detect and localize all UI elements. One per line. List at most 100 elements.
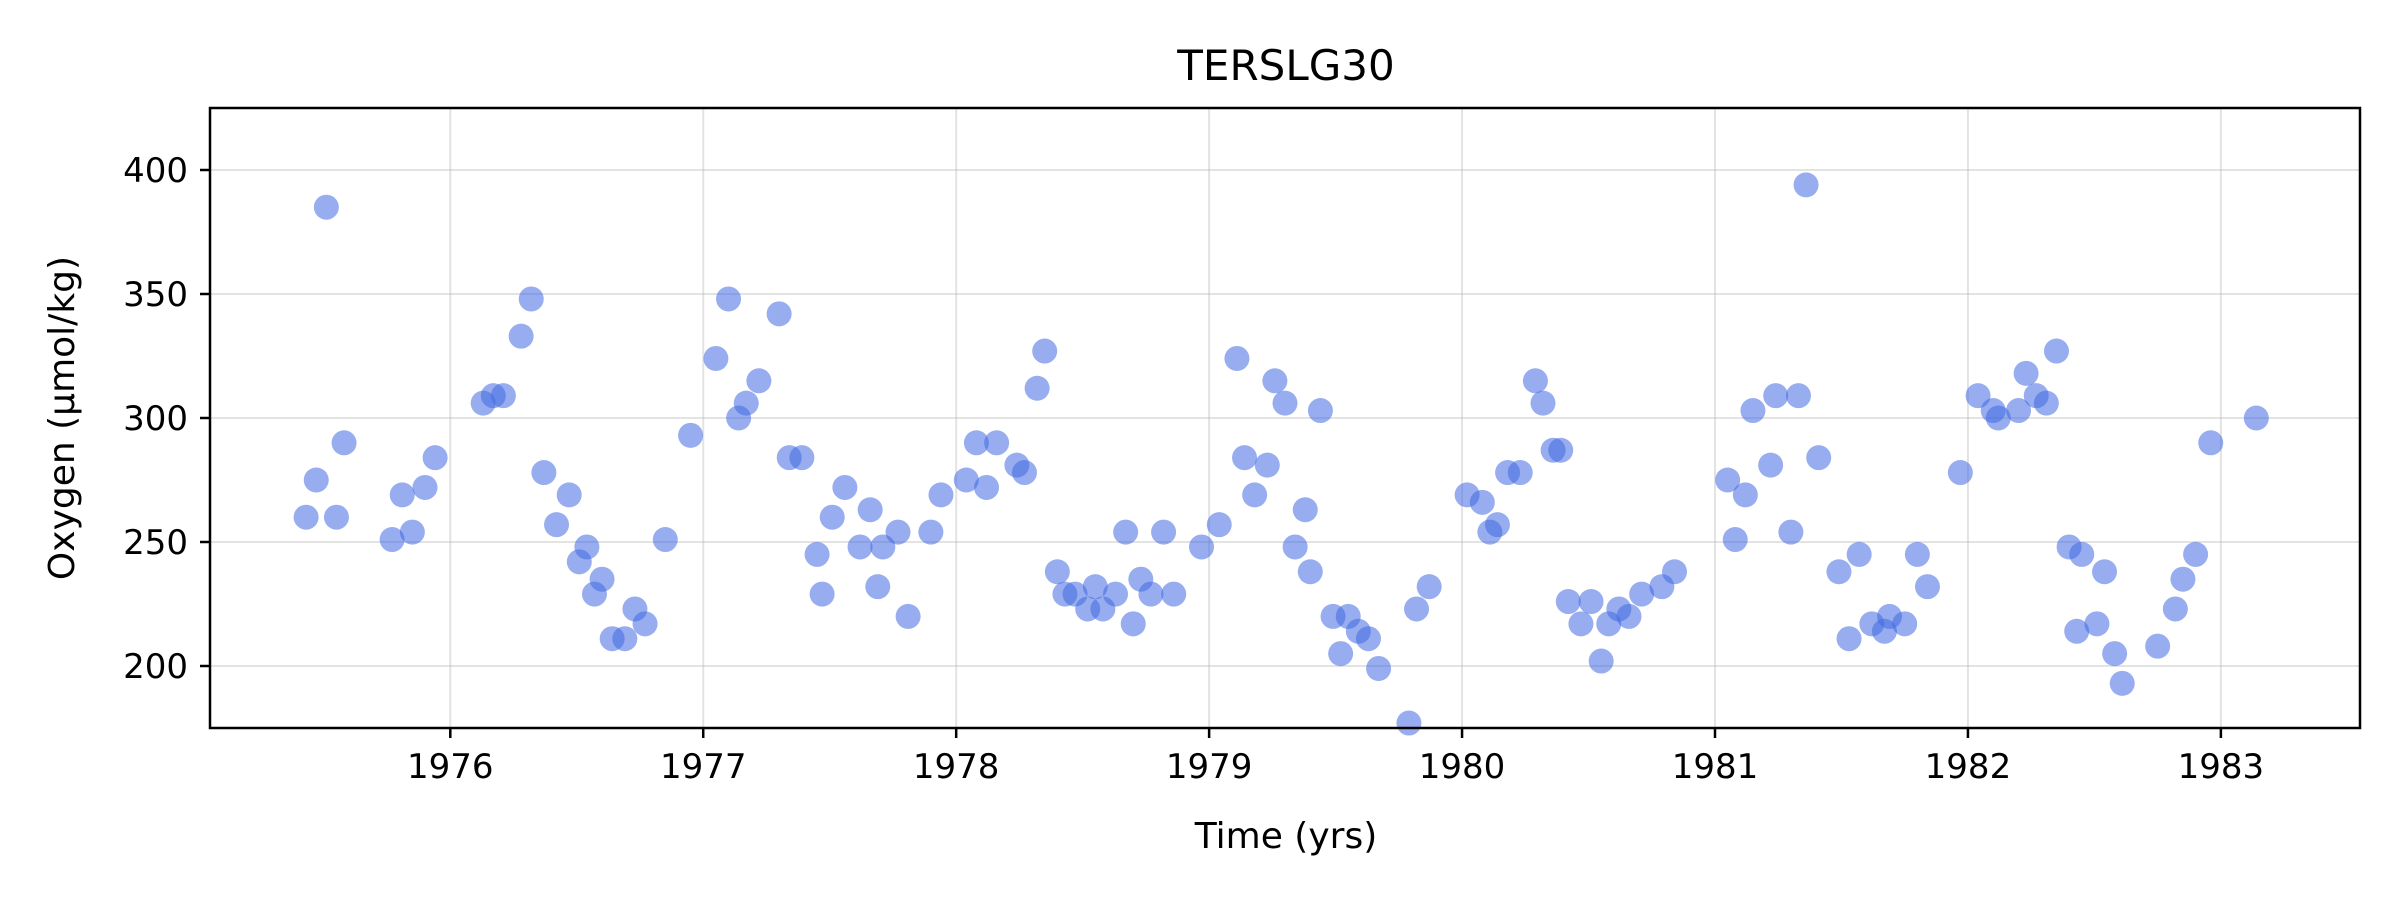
data-point: [1151, 519, 1177, 545]
data-point: [1616, 603, 1642, 629]
data-point: [2006, 398, 2032, 424]
data-point: [1578, 589, 1604, 615]
data-point: [2170, 566, 2196, 592]
data-point: [2183, 541, 2209, 567]
data-point: [1272, 390, 1298, 416]
x-tick-label: 1979: [1166, 747, 1253, 787]
data-point: [1806, 445, 1832, 471]
data-point: [1044, 559, 1070, 585]
data-point: [2043, 338, 2069, 364]
data-point: [716, 286, 742, 312]
data-point: [2243, 405, 2269, 431]
data-point: [918, 519, 944, 545]
data-point: [1262, 368, 1288, 394]
data-point: [1826, 559, 1852, 585]
data-point: [1507, 460, 1533, 486]
data-point: [652, 527, 678, 553]
data-point: [789, 445, 815, 471]
data-point: [1113, 519, 1139, 545]
y-tick-label: 300: [123, 399, 188, 439]
chart-title: TERSLG30: [1176, 41, 1394, 90]
y-tick-label: 400: [123, 151, 188, 191]
y-tick-label: 250: [123, 523, 188, 563]
x-tick-label: 1977: [660, 747, 747, 787]
data-point: [1715, 467, 1741, 493]
data-point: [379, 527, 405, 553]
data-point: [1011, 460, 1037, 486]
data-point: [389, 482, 415, 508]
data-point: [574, 534, 600, 560]
data-point: [678, 422, 704, 448]
data-point: [1947, 460, 1973, 486]
data-point: [331, 430, 357, 456]
data-point: [928, 482, 954, 508]
x-tick-label: 1983: [2178, 747, 2265, 787]
y-tick-label: 350: [123, 275, 188, 315]
data-point: [1032, 338, 1058, 364]
data-point: [1904, 541, 1930, 567]
data-point: [1396, 710, 1422, 736]
data-point: [1355, 626, 1381, 652]
data-point: [422, 445, 448, 471]
data-point: [1530, 390, 1556, 416]
data-point: [1120, 611, 1146, 637]
data-point: [1024, 375, 1050, 401]
data-point: [1282, 534, 1308, 560]
data-point: [1722, 527, 1748, 553]
data-point: [1588, 648, 1614, 674]
data-point: [1297, 559, 1323, 585]
data-point: [2198, 430, 2224, 456]
data-point: [1224, 345, 1250, 371]
data-point: [1254, 452, 1280, 478]
data-point: [508, 323, 534, 349]
x-axis-label: Time (yrs): [1194, 816, 1378, 857]
data-point: [1740, 398, 1766, 424]
data-point: [1206, 512, 1232, 538]
data-point: [1292, 497, 1318, 523]
x-tick-label: 1976: [407, 747, 494, 787]
data-point: [1629, 581, 1655, 607]
x-tick-label: 1981: [1672, 747, 1759, 787]
data-point: [1469, 489, 1495, 515]
data-point: [323, 504, 349, 530]
data-point: [412, 474, 438, 500]
data-point: [809, 581, 835, 607]
data-point: [293, 504, 319, 530]
x-tick-label: 1978: [913, 747, 1000, 787]
data-point: [544, 512, 570, 538]
data-point: [1785, 383, 1811, 409]
y-axis-label: Oxygen (µmol/kg): [42, 256, 83, 580]
y-axis-ticks: 200 250 300 350 400: [123, 151, 210, 687]
data-point: [303, 467, 329, 493]
data-point: [531, 460, 557, 486]
data-point: [746, 368, 772, 394]
data-point: [2069, 541, 2095, 567]
data-point: [847, 534, 873, 560]
data-point: [1232, 445, 1258, 471]
data-point: [953, 467, 979, 493]
data-point: [2013, 360, 2039, 386]
data-point: [857, 497, 883, 523]
data-point: [1366, 655, 1392, 681]
data-point: [1307, 398, 1333, 424]
data-point: [1758, 452, 1784, 478]
data-point: [2162, 596, 2188, 622]
data-point: [895, 603, 921, 629]
data-point: [1138, 581, 1164, 607]
data-point: [885, 519, 911, 545]
data-point: [974, 474, 1000, 500]
data-point: [832, 474, 858, 500]
data-point: [1793, 172, 1819, 198]
data-point: [1555, 589, 1581, 615]
data-point: [1985, 405, 2011, 431]
data-point: [1404, 596, 1430, 622]
data-point: [1846, 541, 1872, 567]
data-point: [1548, 437, 1574, 463]
data-point: [1778, 519, 1804, 545]
data-points: [293, 172, 2269, 736]
data-point: [1242, 482, 1268, 508]
x-tick-label: 1982: [1925, 747, 2012, 787]
data-point: [2064, 618, 2090, 644]
